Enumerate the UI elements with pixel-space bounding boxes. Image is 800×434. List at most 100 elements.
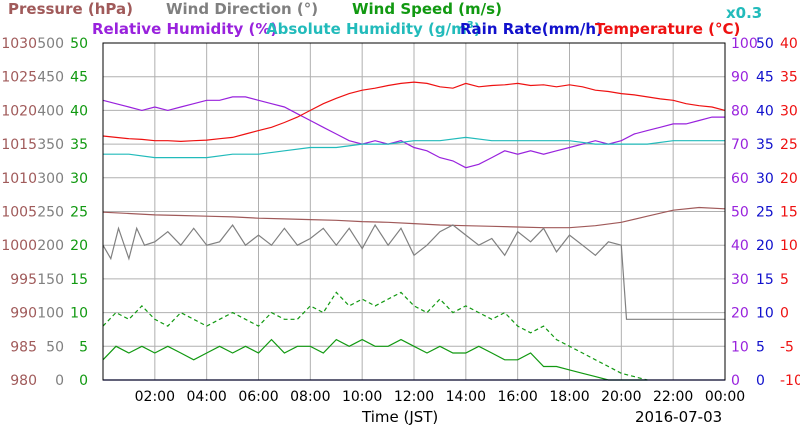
y-tick-label-wind-speed: 25 (70, 205, 88, 221)
abs-hum-label-sup: 3 (467, 20, 474, 31)
abs-hum-label-prefix: Absolute Humidity (g/m (266, 20, 467, 38)
y-tick-label-rel-hum: 60 (731, 171, 749, 187)
x-tick-label: 20:00 (601, 389, 641, 405)
y-tick-label-pressure: 980 (10, 373, 37, 389)
y-tick-label-rain-rate: 20 (756, 238, 774, 254)
y-tick-label-wind-dir: 500 (37, 36, 64, 52)
y-tick-label-wind-dir: 350 (37, 137, 64, 153)
x-tick-label: 08:00 (290, 389, 330, 405)
legend-temperature: Temperature (°C) (595, 20, 740, 38)
series-line-wind-speed-m-s-max (102, 291, 648, 381)
legend-rain-rate: Rain Rate(mm/h) (460, 20, 603, 38)
x-tick-label: 12:00 (394, 389, 434, 405)
y-tick-label-wind-speed: 10 (70, 306, 88, 322)
date-label: 2016-07-03 (635, 408, 722, 426)
series-line-pressure-hpa (102, 206, 726, 229)
y-tick-label-rel-hum: 20 (731, 306, 749, 322)
y-tick-label-pressure: 1010 (1, 171, 37, 187)
y-tick-label-pressure: 1005 (1, 205, 37, 221)
y-tick-label-wind-dir: 300 (37, 171, 64, 187)
series-line-temperature-c (102, 81, 726, 143)
y-tick-label-wind-speed: 50 (70, 36, 88, 52)
y-tick-label-rain-rate: 5 (756, 339, 765, 355)
y-tick-label-rel-hum: 40 (731, 238, 749, 254)
y-tick-label-wind-speed: 40 (70, 103, 88, 119)
y-tick-label-pressure: 995 (10, 272, 37, 288)
y-tick-label-pressure: 1020 (1, 103, 37, 119)
legend-absolute-humidity: Absolute Humidity (g/m3) (266, 20, 481, 38)
y-tick-label-rain-rate: 50 (756, 36, 774, 52)
x-tick-label: 22:00 (653, 389, 693, 405)
legend-row-2: Relative Humidity (%) Absolute Humidity … (92, 4, 762, 38)
abs-hum-label-suffix: ) (474, 20, 481, 38)
y-tick-label-pressure: 990 (10, 306, 37, 322)
y-tick-label-rel-hum: 90 (731, 70, 749, 86)
y-tick-label-rel-hum: 10 (731, 339, 749, 355)
y-tick-label-wind-speed: 0 (79, 373, 88, 389)
x-tick-label: 16:00 (497, 389, 537, 405)
y-tick-label-rain-rate: 45 (756, 70, 774, 86)
y-tick-label-temperature: 5 (780, 272, 789, 288)
x-tick-label: 04:00 (186, 389, 226, 405)
y-tick-label-wind-dir: 100 (37, 306, 64, 322)
y-tick-label-rel-hum: 50 (731, 205, 749, 221)
series-line-relative-humidity (102, 96, 725, 169)
x-axis-label: Time (JST) (361, 408, 438, 426)
y-tick-label-wind-dir: 450 (37, 70, 64, 86)
y-tick-label-rain-rate: 30 (756, 171, 774, 187)
x-tick-label: 00:00 (705, 389, 745, 405)
y-tick-label-wind-speed: 15 (70, 272, 88, 288)
y-tick-label-rain-rate: 10 (756, 306, 774, 322)
y-tick-label-wind-speed: 20 (70, 238, 88, 254)
legend-row-1: Pressure (hPa) Wind Direction (°) Wind S… (8, 0, 502, 18)
y-tick-label-pressure: 1025 (1, 70, 37, 86)
y-tick-label-temperature: 0 (780, 306, 789, 322)
y-tick-label-wind-dir: 50 (46, 339, 64, 355)
y-tick-label-temperature: 10 (780, 238, 798, 254)
y-tick-label-rel-hum: 0 (731, 373, 740, 389)
y-tick-label-rain-rate: 0 (756, 373, 765, 389)
y-tick-label-temperature: 40 (780, 36, 798, 52)
legend-wind-direction: Wind Direction (°) (166, 0, 318, 18)
x-tick-label: 02:00 (135, 389, 175, 405)
abs-hum-scale-note: x0.3 (726, 4, 762, 22)
y-tick-label-wind-speed: 30 (70, 171, 88, 187)
y-tick-label-wind-dir: 200 (37, 238, 64, 254)
y-tick-label-wind-dir: 400 (37, 103, 64, 119)
y-tick-label-temperature: 20 (780, 171, 798, 187)
series-line-absolute-humidity (103, 136, 725, 159)
y-tick-label-temperature: 25 (780, 137, 798, 153)
y-tick-label-wind-speed: 45 (70, 70, 88, 86)
y-tick-label-rain-rate: 25 (756, 205, 774, 221)
y-tick-label-pressure: 1015 (1, 137, 37, 153)
legend-wind-speed: Wind Speed (m/s) (352, 0, 502, 18)
y-tick-label-wind-dir: 250 (37, 205, 64, 221)
y-tick-label-temperature: 15 (780, 205, 798, 221)
y-tick-label-rel-hum: 70 (731, 137, 749, 153)
y-tick-label-temperature: 30 (780, 103, 798, 119)
y-tick-label-rel-hum: 100 (731, 36, 758, 52)
grid (103, 43, 725, 380)
y-tick-label-temperature: -5 (780, 339, 794, 355)
y-tick-label-rain-rate: 40 (756, 103, 774, 119)
y-tick-label-rel-hum: 30 (731, 272, 749, 288)
series-line-wind-direction (102, 223, 725, 320)
y-tick-label-wind-dir: 150 (37, 272, 64, 288)
y-tick-label-temperature: -10 (780, 373, 800, 389)
y-tick-label-rel-hum: 80 (731, 103, 749, 119)
legend-relative-humidity: Relative Humidity (%) (92, 20, 277, 38)
plot-frame (102, 42, 726, 381)
y-tick-label-rain-rate: 35 (756, 137, 774, 153)
series-line-wind-speed-m-s-avg (102, 338, 648, 381)
y-tick-label-wind-dir: 0 (55, 373, 64, 389)
y-tick-label-rain-rate: 15 (756, 272, 774, 288)
y-tick-label-wind-speed: 35 (70, 137, 88, 153)
legend-pressure: Pressure (hPa) (8, 0, 133, 18)
x-tick-label: 14:00 (446, 389, 486, 405)
x-tick-label: 10:00 (342, 389, 382, 405)
x-tick-label: 06:00 (238, 389, 278, 405)
x-tick-label: 18:00 (549, 389, 589, 405)
y-tick-label-temperature: 35 (780, 70, 798, 86)
y-tick-label-wind-speed: 5 (79, 339, 88, 355)
